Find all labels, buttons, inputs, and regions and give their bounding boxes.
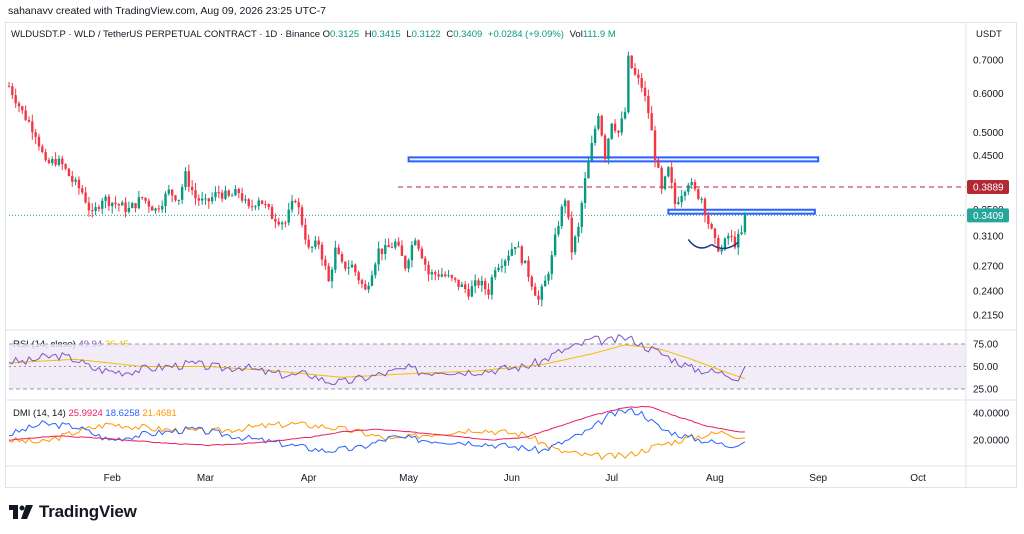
low-label: L (406, 29, 412, 40)
low-value: 0.3122 (411, 29, 441, 40)
dmi-title: DMI (14, 14) (13, 408, 66, 419)
volume-label: Vol (569, 29, 583, 40)
close-label: C (446, 29, 454, 40)
symbol-legend: WLDUSDT.P · WLD / TetherUS PERPETUAL CON… (11, 29, 619, 40)
tradingview-wordmark: TradingView (39, 502, 137, 521)
minus-di-value: 21.4681 (142, 408, 177, 419)
volume-value: 111.9 M (582, 29, 616, 40)
change-value: +0.0284 (+9.09%) (487, 29, 564, 40)
close-value: 0.3409 (453, 29, 483, 40)
rsi-value: 49.94 (78, 339, 103, 350)
open-label: O (322, 29, 331, 40)
rsi-ma-value: 36.45 (104, 339, 129, 350)
chart-frame (5, 22, 1017, 488)
adx-value: 25.9924 (68, 408, 103, 419)
symbol-description[interactable]: WLDUSDT.P · WLD / TetherUS PERPETUAL CON… (11, 29, 321, 40)
open-value: 0.3125 (330, 29, 360, 40)
rsi-title: RSI (14, close) (13, 339, 76, 350)
tradingview-logo-icon (9, 505, 33, 519)
rsi-legend[interactable]: RSI (14, close) 49.94 36.45 (13, 339, 129, 350)
chart-credit: sahanavv created with TradingView.com, A… (8, 5, 326, 17)
dmi-legend[interactable]: DMI (14, 14) 25.9924 18.6258 21.4681 (13, 408, 177, 419)
currency-unit[interactable]: USDT (976, 29, 1002, 40)
plus-di-value: 18.6258 (105, 408, 140, 419)
high-label: H (364, 29, 372, 40)
tradingview-logo: TradingView (9, 502, 137, 522)
high-value: 0.3415 (371, 29, 401, 40)
